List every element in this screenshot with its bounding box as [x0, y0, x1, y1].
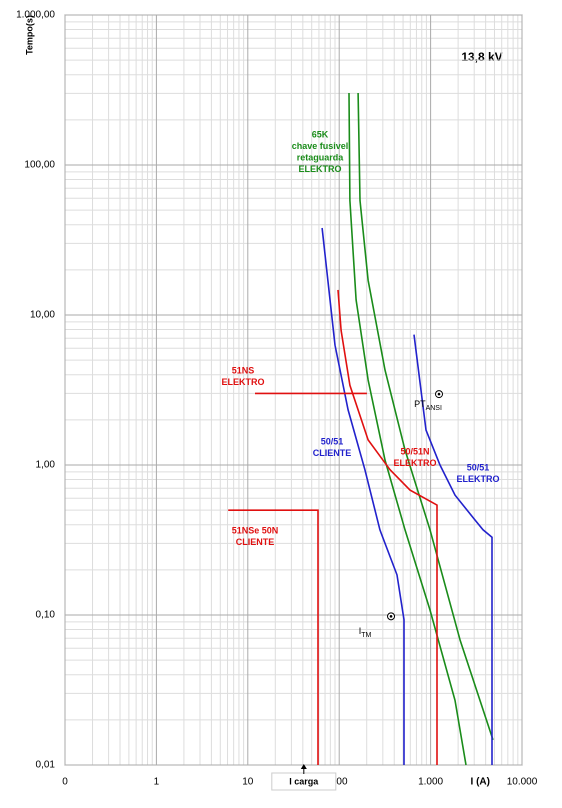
curve-label: 51NSe 50N [232, 525, 279, 535]
curve [357, 92, 494, 741]
y-tick-label: 0,10 [36, 610, 56, 621]
curve [321, 227, 405, 765]
curve-label: retaguarda [297, 152, 345, 162]
y-tick-label: 0,01 [36, 760, 56, 771]
x-axis-label: I (A) [471, 777, 490, 788]
x-tick-label: 0 [62, 777, 68, 788]
y-tick-label: 1,00 [36, 460, 56, 471]
chart-title: 13,8 kV [461, 50, 502, 64]
curve [337, 289, 438, 765]
marker-arrowhead [300, 764, 307, 769]
point-dot [437, 392, 441, 396]
y-tick-label: 1.000,00 [16, 10, 55, 21]
point-label-main: I [359, 626, 362, 636]
x-tick-label: 10.000 [507, 777, 538, 788]
curve [348, 92, 467, 766]
curve-label: 50/51N [400, 446, 429, 456]
point-label: PTANSI [414, 399, 442, 411]
y-axis-label: Tempo(s) [24, 15, 34, 55]
x-tick-label: 1.000 [418, 777, 443, 788]
curve-label: CLIENTE [313, 448, 352, 458]
curve-label: ELEKTRO [393, 458, 436, 468]
curve-label: ELEKTRO [456, 474, 499, 484]
x-tick-label: 10 [242, 777, 254, 788]
point-label-main: PT [414, 399, 426, 409]
curve-label: 65K [312, 129, 329, 139]
grid [64, 14, 523, 766]
y-tick-label: 100,00 [24, 160, 55, 171]
x-tick-label: 100 [331, 777, 348, 788]
point-label-sub: TM [361, 632, 371, 639]
x-tick-label: 1 [154, 777, 160, 788]
curve-label: ELEKTRO [298, 164, 341, 174]
curve [413, 334, 493, 765]
point-label: ITM [359, 626, 372, 638]
plot-area [64, 14, 523, 766]
point-dot [389, 615, 393, 618]
curve-label: chave fusivel [292, 141, 349, 151]
curve-label: ELEKTRO [221, 377, 264, 387]
point-label-sub: ANSI [426, 405, 442, 412]
curve-label: 51NS [232, 365, 255, 375]
curve-label: 50/51 [467, 462, 490, 472]
marker-label: I carga [289, 776, 319, 786]
curve [228, 509, 319, 765]
curve-label: 50/51 [321, 436, 344, 446]
y-tick-label: 10,00 [30, 310, 55, 321]
curve-label: CLIENTE [236, 537, 275, 547]
